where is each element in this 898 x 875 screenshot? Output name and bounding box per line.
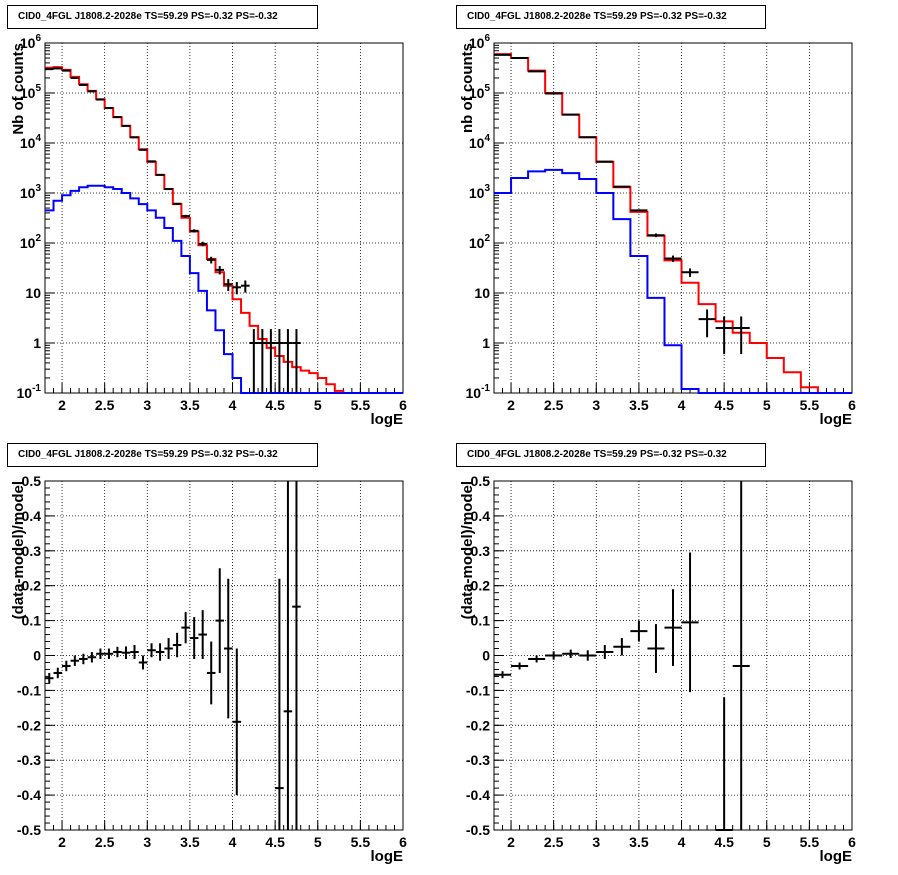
- y-tick-label: -0.5: [466, 822, 490, 838]
- x-axis-label: logE: [820, 411, 853, 428]
- x-tick-label: 4.5: [714, 397, 734, 413]
- chart-title: CID0_4FGL J1808.2-2028e TS=59.29 PS=-0.3…: [7, 5, 318, 29]
- y-tick-label: -0.2: [466, 717, 490, 733]
- chart-title: CID0_4FGL J1808.2-2028e TS=59.29 PS=-0.3…: [7, 443, 318, 467]
- y-tick-label: 0.3: [22, 543, 42, 559]
- x-tick-label: 3.5: [180, 397, 200, 413]
- y-tick-label: -0.3: [17, 752, 41, 768]
- x-tick-label: 2.5: [95, 834, 115, 850]
- x-tick-label: 5.5: [351, 834, 371, 850]
- y-tick-label: 10: [474, 285, 490, 301]
- x-axis-label: logE: [820, 848, 853, 865]
- chart-title: CID0_4FGL J1808.2-2028e TS=59.29 PS=-0.3…: [456, 5, 766, 29]
- chart-panel-bottom-right: 2 2.5 3 3.5 4 4.5 5 5.5 6 -0.5 -0.4 -0.3 -0.2 -0.1 0 0.…: [459, 473, 856, 865]
- y-tick-label: 106: [20, 33, 42, 51]
- series-model_source-line: [45, 184, 403, 394]
- x-tick-label: 3.5: [629, 834, 649, 850]
- x-tick-label: 2: [507, 834, 515, 850]
- y-tick-label: 0.2: [471, 578, 491, 594]
- y-tick-label: 10-1: [17, 383, 42, 401]
- y-tick-label: 0: [482, 648, 490, 664]
- x-tick-label: 3.5: [629, 397, 649, 413]
- y-tick-label: 0: [33, 648, 41, 664]
- y-tick-label: -0.1: [466, 682, 490, 698]
- y-tick-label: 1: [482, 335, 490, 351]
- x-tick-label: 4: [229, 834, 237, 850]
- x-tick-label: 2: [58, 834, 66, 850]
- x-tick-label: 4: [229, 397, 237, 413]
- y-tick-label: 104: [469, 133, 491, 151]
- y-tick-label: 105: [20, 83, 42, 101]
- x-tick-label: 4.5: [265, 834, 285, 850]
- x-tick-label: 5: [314, 834, 322, 850]
- y-tick-label: 102: [20, 233, 42, 251]
- y-tick-label: -0.4: [17, 787, 41, 803]
- x-tick-label: 5: [763, 834, 771, 850]
- y-tick-label: 0.4: [22, 508, 42, 524]
- x-tick-label: 2: [58, 397, 66, 413]
- y-tick-label: 10: [25, 285, 41, 301]
- x-tick-label: 5.5: [351, 397, 371, 413]
- y-axis-label: Nb of counts: [10, 43, 27, 135]
- x-axis-label: logE: [371, 848, 404, 865]
- x-tick-label: 5.5: [800, 397, 820, 413]
- x-tick-label: 5: [314, 397, 322, 413]
- x-tick-label: 3: [592, 834, 600, 850]
- x-tick-label: 2: [507, 397, 515, 413]
- x-tick-label: 2.5: [95, 397, 115, 413]
- x-tick-label: 5: [763, 397, 771, 413]
- y-tick-label: 0.3: [471, 543, 491, 559]
- x-tick-label: 6: [399, 834, 407, 850]
- plot-frame: [493, 42, 853, 394]
- y-tick-label: 0.2: [22, 578, 42, 594]
- x-tick-label: 4: [678, 397, 686, 413]
- y-tick-label: 0.5: [22, 473, 42, 489]
- y-tick-label: -0.5: [17, 822, 41, 838]
- x-tick-label: 6: [399, 397, 407, 413]
- x-tick-label: 6: [848, 397, 856, 413]
- y-tick-label: 102: [469, 233, 491, 251]
- chart-title: CID0_4FGL J1808.2-2028e TS=59.29 PS=-0.3…: [456, 443, 766, 467]
- y-tick-label: 105: [469, 83, 491, 101]
- y-axis-label: (data-model)/model: [459, 481, 476, 619]
- chart-panel-top-right: 2 2.5 3 3.5 4 4.5 5 5.5 6 10-1 1 10 102 103 104 105 106 l…: [459, 33, 856, 428]
- y-axis-label: (data-model)/model: [10, 481, 27, 619]
- y-axis-label: nb of counts: [459, 43, 476, 133]
- y-tick-label: 0.5: [471, 473, 491, 489]
- x-tick-label: 4.5: [265, 397, 285, 413]
- y-tick-label: 0.1: [471, 613, 491, 629]
- x-tick-label: 3.5: [180, 834, 200, 850]
- x-tick-label: 2.5: [544, 397, 564, 413]
- series-model_source-line: [494, 168, 852, 394]
- chart-panel-bottom-left: 2 2.5 3 3.5 4 4.5 5 5.5 6 -0.5 -0.4 -0.3 -0.2 -0.1 0 0.…: [10, 473, 407, 865]
- x-tick-label: 3: [143, 834, 151, 850]
- y-tick-label: 104: [20, 133, 42, 151]
- y-tick-label: -0.3: [466, 752, 490, 768]
- x-tick-label: 2.5: [544, 834, 564, 850]
- y-tick-label: -0.4: [466, 787, 490, 803]
- x-tick-label: 5.5: [800, 834, 820, 850]
- y-tick-label: 0.4: [471, 508, 491, 524]
- y-tick-label: 103: [20, 183, 42, 201]
- y-tick-label: 1: [33, 335, 41, 351]
- y-tick-label: 0.1: [22, 613, 42, 629]
- x-tick-label: 4: [678, 834, 686, 850]
- y-tick-label: 103: [469, 183, 491, 201]
- x-tick-label: 4.5: [714, 834, 734, 850]
- y-tick-label: -0.1: [17, 682, 41, 698]
- x-axis-label: logE: [371, 411, 404, 428]
- chart-panel-top-left: 2 2.5 3 3.5 4 4.5 5 5.5 6 10-1 1 10 102 103 104 105 106 l…: [10, 33, 407, 428]
- y-tick-label: 106: [469, 33, 491, 51]
- y-tick-label: -0.2: [17, 717, 41, 733]
- x-tick-label: 6: [848, 834, 856, 850]
- x-tick-label: 3: [143, 397, 151, 413]
- plot-frame: [44, 480, 404, 831]
- x-tick-label: 3: [592, 397, 600, 413]
- y-tick-label: 10-1: [466, 383, 491, 401]
